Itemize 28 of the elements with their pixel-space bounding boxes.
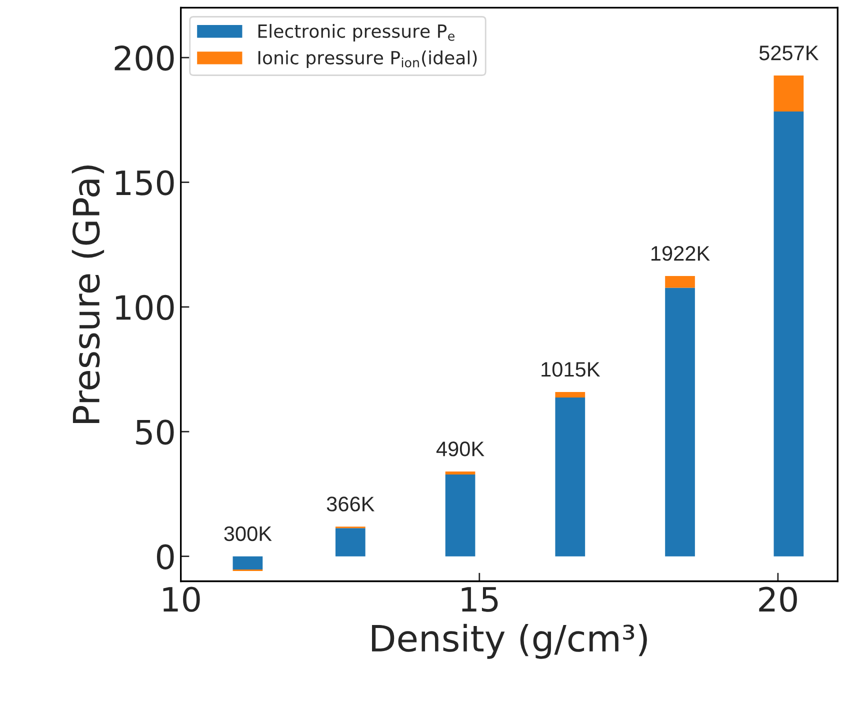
y-tick-label: 50 xyxy=(136,420,174,445)
bar xyxy=(232,556,263,570)
legend-label: Electronic pressure P$_{e}$ xyxy=(258,24,454,42)
bar xyxy=(555,397,586,556)
bar xyxy=(335,528,366,556)
bar xyxy=(555,392,586,398)
y-tick-label: 100 xyxy=(116,294,174,320)
bar xyxy=(665,288,695,556)
bar xyxy=(774,76,804,112)
annotation: 5257K xyxy=(759,46,819,60)
y-tick-label: 150 xyxy=(116,170,174,196)
x-tick-label: 10 xyxy=(163,586,200,612)
bar xyxy=(445,474,476,556)
annotation: 300K xyxy=(224,526,272,542)
x-axis-title: Density (g/cm³) xyxy=(372,624,647,659)
annotation: 366K xyxy=(326,496,375,512)
annotation: 490K xyxy=(436,442,484,456)
y-axis-title: Pressure (GPa) xyxy=(72,166,104,423)
bar xyxy=(774,111,804,556)
y-tick-label: 200 xyxy=(114,46,174,71)
bar xyxy=(445,472,476,475)
x-tick-label: 20 xyxy=(759,586,797,612)
legend-label: Ionic pressure P$_{ion}$(ideal) xyxy=(258,50,477,68)
y-tick-label: 0 xyxy=(156,544,174,570)
annotation: 1015K xyxy=(542,362,600,377)
bar xyxy=(665,276,695,288)
annotation: 1922K xyxy=(651,246,710,261)
x-tick-label: 15 xyxy=(462,587,498,612)
